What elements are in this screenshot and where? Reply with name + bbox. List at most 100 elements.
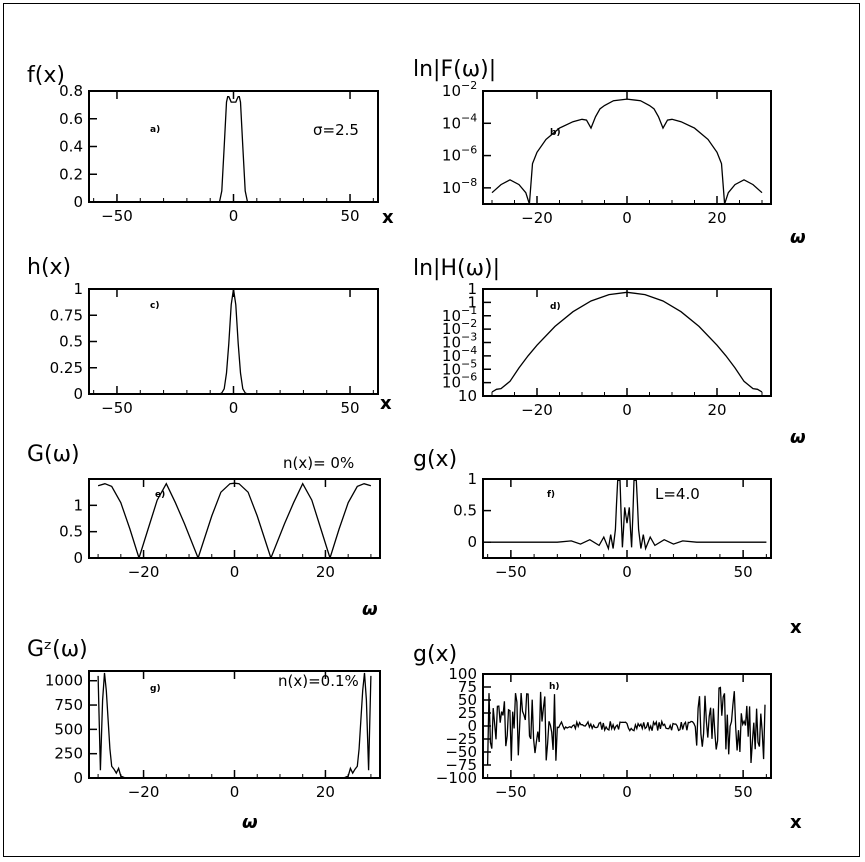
y-tick-label: 0.8	[59, 82, 83, 100]
panel-title: ln|H(ω)|	[413, 256, 500, 281]
plot-frame	[482, 288, 772, 397]
y-tick-label: 10	[442, 374, 461, 392]
panel-title: Gᶻ(ω)	[27, 637, 88, 662]
x-tick-label: −50	[101, 399, 133, 417]
y-tick-label: 0.75	[50, 306, 83, 324]
x-axis-label: x	[790, 812, 802, 833]
y-tick-label: 0	[73, 769, 83, 787]
x-tick-label: 20	[316, 783, 335, 801]
x-tick-label: −50	[495, 563, 527, 581]
y-tick-label: 0.5	[453, 502, 477, 520]
y-tick-label: 750	[54, 696, 83, 714]
panel-tag: d)	[550, 302, 561, 312]
panel-title: h(x)	[27, 255, 71, 280]
y-tick-label: 1	[467, 280, 477, 298]
y-tick-label: 0.5	[59, 333, 83, 351]
y-tick-label: 10	[442, 114, 461, 132]
y-tick-label: 1	[73, 280, 83, 298]
y-tick-exponent: −8	[461, 176, 477, 189]
y-tick-label: 0.4	[59, 138, 83, 156]
y-tick-label: 50	[458, 691, 477, 709]
x-axis-label: ω	[790, 427, 806, 448]
x-tick-label: 0	[230, 783, 240, 801]
panel-title: f(x)	[27, 63, 65, 88]
x-axis-label: ω	[790, 227, 806, 248]
y-tick-label: 1000	[45, 672, 83, 690]
panel-tag: h)	[549, 682, 560, 692]
panel-tag: a)	[150, 125, 160, 135]
panel-title: G(ω)	[27, 442, 80, 467]
panel-c: −50 0 50 0 0.25 0.5 0.75 1h(x) x c)	[27, 255, 392, 417]
data-line-g	[97, 672, 372, 778]
panel-tag: c)	[150, 301, 159, 311]
x-tick-label: 0	[229, 207, 239, 225]
x-tick-label: 0	[622, 563, 632, 581]
plot-frame	[482, 478, 772, 559]
plot-frame	[482, 90, 772, 205]
y-tick-label: −25	[445, 730, 477, 748]
x-axis-label: x	[380, 393, 392, 414]
y-tick-label: 10	[442, 320, 461, 338]
x-tick-label: −20	[521, 401, 553, 419]
y-tick-label: 0.5	[59, 523, 83, 541]
y-tick-label: 1	[467, 470, 477, 488]
panel-title: ln|F(ω)|	[413, 57, 496, 82]
plot-frame	[88, 288, 379, 395]
x-tick-label: −20	[521, 209, 553, 227]
y-tick-label: 1	[467, 293, 477, 311]
y-tick-label: −50	[445, 743, 477, 761]
x-axis-label: x	[790, 617, 802, 638]
figure-frame	[3, 3, 860, 857]
y-tick-exponent: −2	[461, 79, 477, 92]
y-tick-exponent: −2	[461, 317, 477, 330]
y-tick-label: 0	[73, 549, 83, 567]
y-tick-exponent: −6	[461, 371, 477, 384]
y-tick-label: 25	[458, 704, 477, 722]
x-tick-label: −50	[495, 783, 527, 801]
y-tick-label: 500	[54, 720, 83, 738]
x-tick-label: 20	[707, 209, 726, 227]
y-tick-label: 10	[442, 147, 461, 165]
x-tick-label: −50	[101, 207, 133, 225]
data-line-e	[97, 482, 372, 558]
x-axis-label: ω	[362, 599, 378, 620]
x-tick-label: 50	[340, 207, 359, 225]
y-tick-label: 0	[467, 533, 477, 551]
y-tick-label: 0.6	[59, 110, 83, 128]
x-tick-label: 0	[622, 209, 632, 227]
y-tick-exponent: −1	[461, 304, 477, 317]
y-tick-label: 10	[442, 307, 461, 325]
x-tick-label: −20	[128, 563, 160, 581]
data-line-d	[491, 291, 763, 393]
x-tick-label: 50	[734, 783, 753, 801]
y-tick-label: 100	[448, 665, 477, 683]
data-line-b	[491, 98, 763, 204]
y-tick-label: 0	[73, 193, 83, 211]
data-line-c	[89, 289, 378, 394]
data-line-f	[487, 479, 767, 551]
panel-g: −20 0 20 0 250 500 750 1000 Gᶻ(ω) ω g) n(x)=0.1%	[27, 637, 381, 833]
x-tick-label: 50	[734, 563, 753, 581]
x-tick-label: 0	[622, 783, 632, 801]
y-tick-label: 0.2	[59, 165, 83, 183]
y-tick-label: 10	[442, 179, 461, 197]
panel-title: g(x)	[413, 642, 457, 667]
panel-tag: g)	[150, 684, 161, 694]
panel-tag: f)	[547, 490, 555, 500]
y-tick-label: 75	[458, 678, 477, 696]
x-tick-label: 50	[340, 399, 359, 417]
y-tick-exponent: −3	[461, 331, 477, 344]
y-tick-label: 250	[54, 745, 83, 763]
plot-frame	[88, 478, 381, 559]
panel-f: −50 0 50 0 0.5 1 g(x) x f) L=4.0	[413, 447, 802, 638]
y-tick-label: 1	[73, 496, 83, 514]
y-tick-label: 0	[467, 717, 477, 735]
y-tick-label: 10	[442, 360, 461, 378]
plot-frame	[88, 90, 379, 203]
y-tick-exponent: −5	[461, 357, 477, 370]
y-tick-label: −100	[436, 769, 477, 787]
panel-annotation: n(x)=0.1%	[278, 672, 359, 690]
